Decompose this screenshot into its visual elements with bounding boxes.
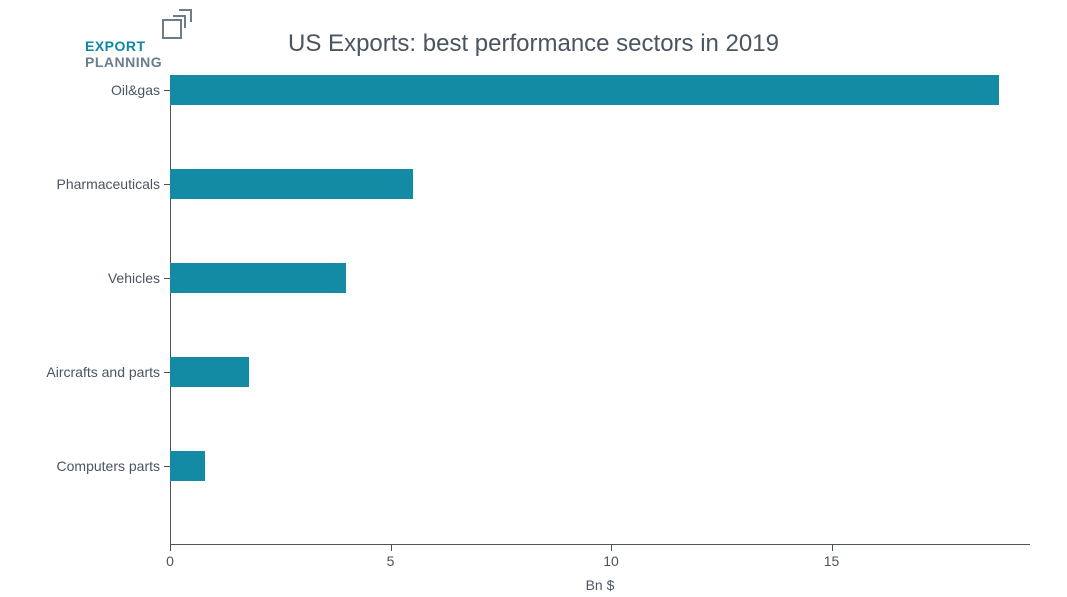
y-tick-mark: [164, 466, 170, 467]
y-tick-mark: [164, 278, 170, 279]
x-axis-line: [170, 544, 1030, 545]
y-tick-mark: [164, 90, 170, 91]
y-tick-label: Computers parts: [0, 458, 160, 474]
x-tick-label: 10: [603, 553, 619, 569]
x-tick-label: 15: [824, 553, 840, 569]
y-tick-mark: [164, 372, 170, 373]
bar: [170, 357, 249, 387]
bar: [170, 451, 205, 481]
y-tick-label: Oil&gas: [0, 82, 160, 98]
plot-area: Oil&gasPharmaceuticalsVehiclesAircrafts …: [170, 75, 1030, 545]
y-tick-label: Pharmaceuticals: [0, 176, 160, 192]
bar: [170, 169, 413, 199]
x-axis-label: Bn $: [170, 577, 1030, 593]
y-tick-label: Aircrafts and parts: [0, 364, 160, 380]
y-tick-mark: [164, 184, 170, 185]
y-tick-label: Vehicles: [0, 270, 160, 286]
x-tick-mark: [391, 545, 392, 551]
x-tick-mark: [611, 545, 612, 551]
chart-title: US Exports: best performance sectors in …: [0, 30, 1067, 58]
chart-container: EXPORT PLANNING US Exports: best perform…: [0, 0, 1067, 597]
x-tick-label: 5: [387, 553, 395, 569]
x-tick-mark: [832, 545, 833, 551]
bar: [170, 75, 999, 105]
bar: [170, 263, 346, 293]
x-tick-label: 0: [166, 553, 174, 569]
x-tick-mark: [170, 545, 171, 551]
